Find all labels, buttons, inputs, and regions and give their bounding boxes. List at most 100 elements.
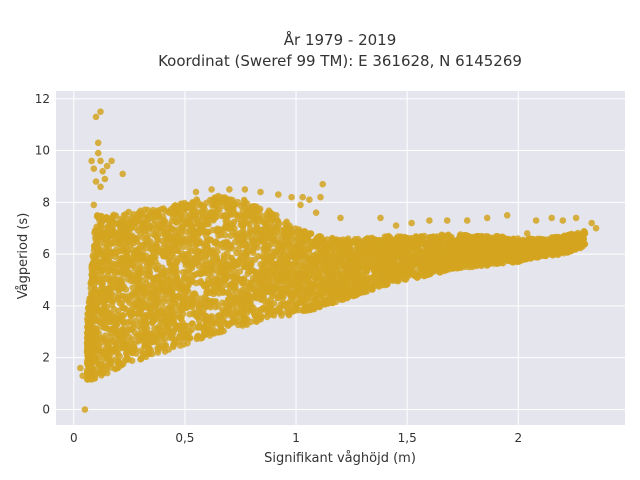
data-point bbox=[138, 347, 145, 355]
data-point bbox=[98, 306, 105, 314]
data-point bbox=[122, 211, 129, 218]
data-point bbox=[179, 223, 186, 231]
data-point bbox=[246, 220, 253, 228]
data-point bbox=[268, 233, 276, 240]
data-point bbox=[199, 307, 207, 315]
data-point bbox=[430, 248, 437, 255]
data-point bbox=[328, 276, 335, 283]
data-point bbox=[209, 254, 217, 261]
data-point bbox=[178, 315, 185, 322]
data-point bbox=[219, 244, 227, 251]
data-point bbox=[300, 306, 307, 314]
data-point bbox=[258, 313, 265, 321]
data-point bbox=[351, 264, 359, 272]
data-point bbox=[119, 328, 127, 335]
data-point bbox=[171, 217, 179, 224]
data-point bbox=[147, 303, 154, 310]
data-point bbox=[375, 279, 382, 287]
data-point bbox=[189, 320, 196, 327]
data-point bbox=[175, 229, 183, 236]
data-point bbox=[368, 235, 376, 242]
data-point bbox=[140, 291, 147, 299]
data-point bbox=[303, 287, 311, 295]
data-point bbox=[203, 219, 210, 226]
data-point bbox=[236, 230, 243, 237]
data-point bbox=[183, 250, 190, 258]
data-point bbox=[88, 271, 95, 279]
data-point bbox=[167, 260, 174, 267]
data-point bbox=[131, 216, 138, 223]
data-point bbox=[400, 255, 407, 262]
data-point bbox=[398, 261, 406, 268]
data-point bbox=[271, 249, 279, 256]
data-point bbox=[103, 308, 111, 316]
data-point bbox=[285, 282, 292, 290]
data-point bbox=[253, 217, 261, 224]
data-point bbox=[118, 275, 125, 283]
data-point bbox=[128, 340, 135, 348]
data-point bbox=[110, 221, 118, 228]
data-point bbox=[208, 216, 215, 223]
data-point bbox=[148, 319, 156, 327]
data-point bbox=[147, 223, 154, 231]
data-point bbox=[178, 201, 186, 208]
data-point bbox=[236, 268, 244, 275]
data-point bbox=[264, 214, 271, 221]
data-point bbox=[101, 324, 109, 332]
data-point bbox=[233, 261, 240, 269]
data-point bbox=[170, 342, 177, 349]
data-point bbox=[455, 244, 463, 252]
data-point bbox=[226, 254, 234, 261]
data-point bbox=[549, 251, 557, 259]
data-point bbox=[87, 280, 94, 287]
data-point bbox=[197, 295, 205, 303]
data-point bbox=[307, 230, 315, 237]
data-point bbox=[294, 288, 301, 296]
data-point bbox=[308, 264, 316, 271]
data-point bbox=[176, 211, 184, 219]
data-point bbox=[96, 231, 104, 239]
data-point bbox=[103, 235, 111, 243]
data-point bbox=[234, 235, 242, 242]
data-point bbox=[148, 338, 155, 346]
data-point bbox=[262, 219, 269, 226]
data-point bbox=[200, 324, 208, 332]
data-point bbox=[443, 257, 451, 265]
data-point bbox=[431, 255, 439, 263]
data-point bbox=[395, 236, 402, 244]
data-point bbox=[149, 288, 157, 296]
data-point bbox=[252, 317, 260, 325]
data-point bbox=[151, 243, 159, 250]
data-point bbox=[292, 307, 299, 314]
data-point bbox=[406, 251, 414, 259]
data-point bbox=[485, 251, 493, 259]
data-point bbox=[88, 297, 96, 304]
data-point bbox=[142, 326, 149, 334]
data-point bbox=[227, 232, 234, 240]
data-point bbox=[155, 284, 162, 291]
data-point bbox=[93, 239, 101, 246]
data-point bbox=[100, 293, 108, 300]
data-point bbox=[212, 208, 219, 215]
data-point bbox=[170, 254, 178, 261]
data-point bbox=[237, 301, 245, 309]
data-point bbox=[190, 310, 197, 318]
data-point bbox=[287, 233, 294, 240]
data-point bbox=[284, 255, 292, 263]
data-point bbox=[268, 257, 275, 265]
data-point bbox=[178, 323, 185, 330]
data-point bbox=[325, 281, 332, 289]
data-point bbox=[304, 295, 312, 303]
data-point bbox=[455, 257, 462, 265]
data-point bbox=[134, 291, 141, 298]
data-point bbox=[198, 270, 205, 278]
data-point bbox=[347, 286, 355, 294]
data-point bbox=[299, 260, 307, 268]
data-point bbox=[223, 289, 231, 297]
data-point bbox=[442, 251, 449, 258]
data-point bbox=[110, 211, 117, 219]
data-point bbox=[132, 317, 140, 325]
data-point bbox=[203, 199, 210, 207]
data-point bbox=[275, 305, 283, 313]
data-point bbox=[281, 237, 289, 244]
